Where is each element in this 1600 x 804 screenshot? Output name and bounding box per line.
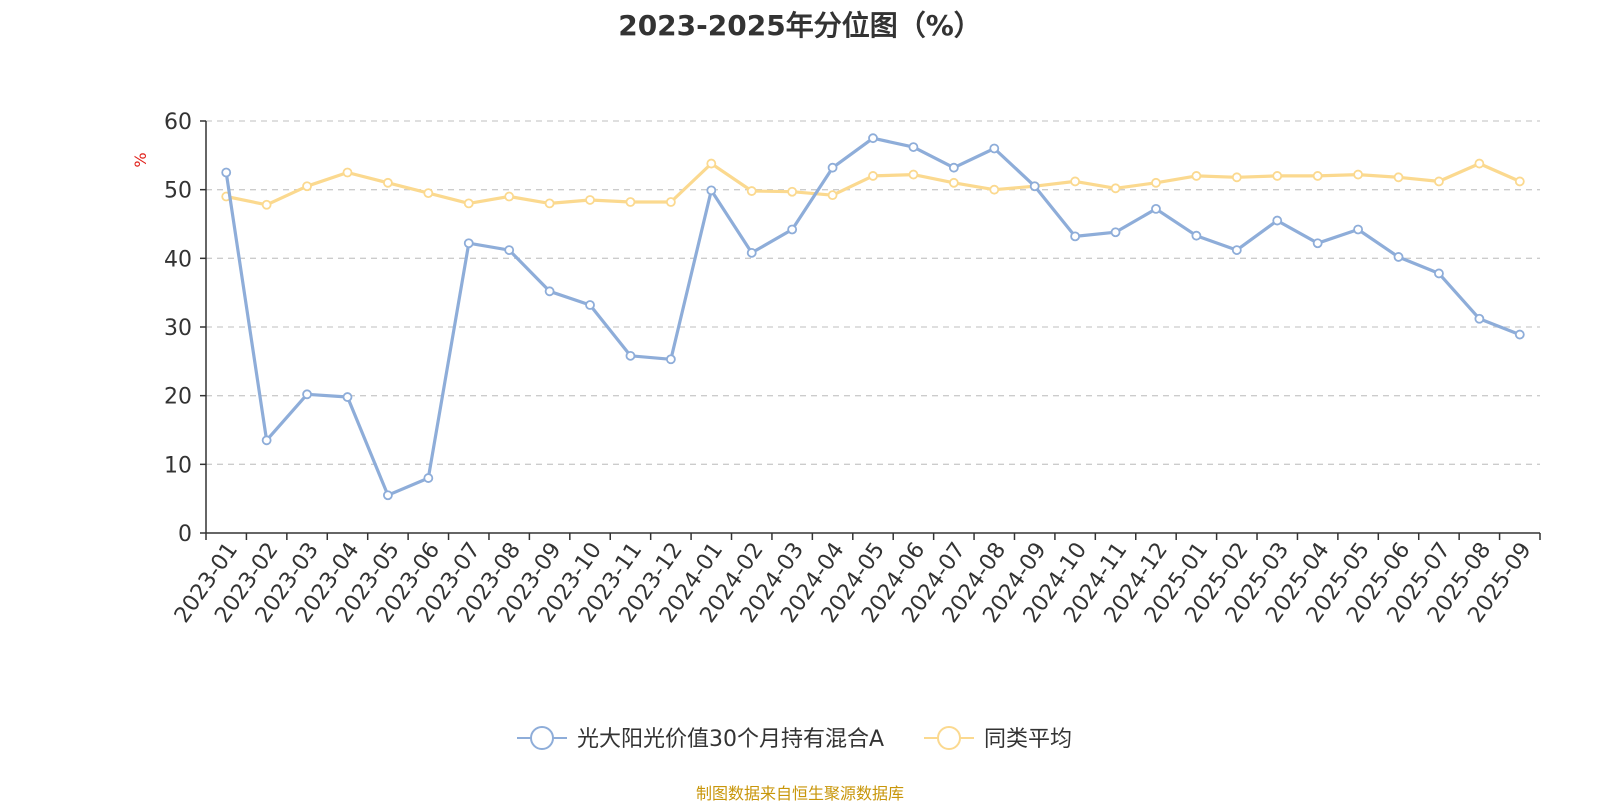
data-point [1110, 183, 1121, 194]
data-point [1514, 176, 1525, 187]
data-point [1272, 171, 1283, 181]
data-point [1231, 172, 1242, 183]
data-point [625, 197, 636, 207]
data-point [544, 198, 555, 209]
data-point [1434, 176, 1444, 187]
legend-label: 同类平均 [984, 727, 1072, 752]
data-point [1191, 230, 1202, 241]
data-point [665, 354, 676, 365]
data-point [1474, 158, 1485, 169]
data-point [1151, 203, 1161, 214]
legend-marker [530, 726, 554, 750]
data-point [1312, 238, 1323, 249]
series-layer [221, 133, 1525, 501]
data-point [908, 142, 919, 152]
data-point [221, 167, 232, 178]
legend[interactable]: 光大阳光价值30个月持有混合A 同类平均 [517, 726, 1072, 752]
data-point [908, 169, 919, 180]
data-point [1353, 224, 1363, 235]
y-tick-label: 10 [164, 453, 192, 478]
data-point [948, 162, 959, 173]
data-point [1434, 268, 1444, 279]
data-point [463, 198, 474, 209]
data-point [383, 490, 393, 501]
series-2 [221, 158, 1525, 210]
data-point [625, 350, 636, 361]
data-point [868, 171, 878, 181]
y-tick-label: 50 [164, 179, 192, 204]
data-point [302, 181, 312, 192]
data-point [1231, 245, 1242, 255]
data-point [989, 184, 1000, 195]
data-point [1029, 181, 1040, 192]
data-point [948, 177, 959, 188]
data-point [585, 300, 595, 310]
data-point [1353, 169, 1363, 180]
data-point [706, 158, 717, 169]
data-point [787, 224, 798, 235]
data-point [342, 167, 353, 178]
data-point [989, 143, 1000, 154]
data-point [1474, 313, 1485, 324]
data-point [423, 473, 434, 483]
data-point [1312, 171, 1323, 181]
data-point [706, 185, 717, 196]
y-tick-label: 30 [164, 316, 192, 341]
data-point [827, 162, 838, 173]
data-point [544, 286, 555, 297]
data-point [1151, 177, 1161, 188]
data-point [504, 191, 515, 202]
chart-title: 2023-2025年分位图（%） [618, 9, 982, 42]
data-point [1070, 231, 1081, 242]
data-point [1110, 227, 1121, 238]
data-point [1191, 171, 1202, 181]
data-point [585, 195, 595, 205]
y-axis-label: % [131, 152, 150, 167]
data-point [746, 186, 757, 196]
data-point [1272, 215, 1283, 226]
data-point [746, 247, 757, 258]
data-point [665, 197, 676, 207]
data-point [827, 190, 838, 201]
y-tick-label: 0 [178, 522, 192, 547]
legend-item-2[interactable]: 同类平均 [924, 726, 1072, 752]
legend-marker [937, 726, 961, 750]
y-tick-label: 60 [164, 110, 192, 135]
data-point [342, 392, 353, 402]
legend-label: 光大阳光价值30个月持有混合A [577, 727, 884, 752]
data-point [383, 177, 393, 188]
source-note: 制图数据来自恒生聚源数据库 [695, 784, 904, 803]
data-point [1393, 252, 1404, 262]
data-point [1393, 172, 1404, 183]
data-point [463, 238, 474, 249]
y-tick-label: 40 [164, 247, 192, 272]
series-1 [221, 133, 1525, 501]
y-tick-label: 20 [164, 385, 192, 410]
series-line [225, 162, 1521, 207]
data-point [504, 245, 515, 255]
legend-item-1[interactable]: 光大阳光价值30个月持有混合A [517, 726, 884, 752]
data-point [787, 186, 798, 197]
data-point [1070, 176, 1081, 187]
data-point [261, 435, 272, 446]
data-point [423, 188, 434, 199]
data-point [1514, 329, 1525, 340]
data-point [302, 389, 312, 400]
data-point [261, 199, 272, 210]
data-point [868, 133, 878, 144]
